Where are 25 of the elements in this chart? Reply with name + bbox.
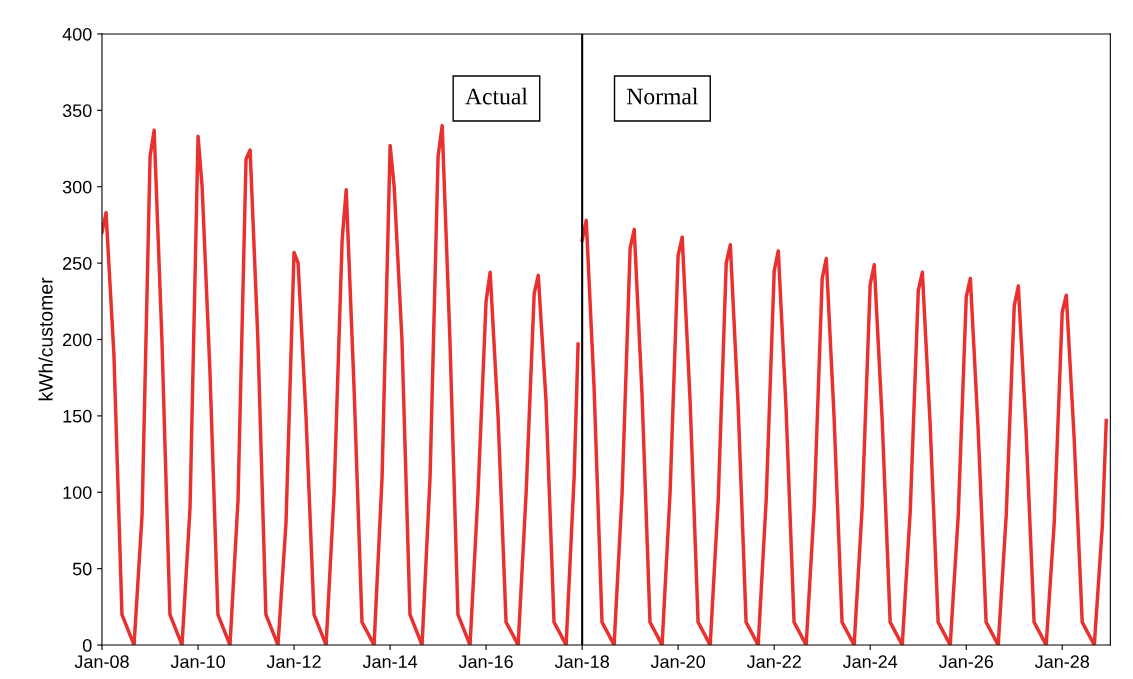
y-tick-label: 400 xyxy=(62,27,92,41)
line-series xyxy=(580,218,1108,646)
x-tick-label: Jan-24 xyxy=(842,655,898,669)
x-tick-label: Jan-12 xyxy=(266,655,321,669)
x-tick-label: Jan-26 xyxy=(938,655,994,669)
y-tick-label: 250 xyxy=(63,257,92,270)
x-tick-label: Jan-22 xyxy=(746,655,801,669)
x-tick-label: Jan-18 xyxy=(554,655,609,669)
x-tick-label: Jan-08 xyxy=(74,655,129,669)
y-tick-label: 300 xyxy=(62,180,92,194)
annotation: Actual xyxy=(465,87,528,105)
x-tick-label: Jan-10 xyxy=(170,655,225,669)
x-tick-label: Jan-16 xyxy=(458,655,513,669)
y-tick-label: 100 xyxy=(63,486,92,499)
y-axis-title: kWh/customer xyxy=(38,277,53,401)
annotation: Normal xyxy=(627,87,698,105)
x-tick-label: Jan-20 xyxy=(650,655,706,669)
x-tick-label: Jan-28 xyxy=(1034,655,1090,669)
y-tick-label: 50 xyxy=(72,562,92,576)
y-tick-label: 350 xyxy=(62,104,92,118)
y-tick-label: 150 xyxy=(63,409,92,423)
y-tick-label: 200 xyxy=(63,333,92,347)
x-tick-label: Jan-14 xyxy=(362,655,418,669)
y-tick-label: 0 xyxy=(82,638,92,652)
line-series xyxy=(101,123,580,646)
